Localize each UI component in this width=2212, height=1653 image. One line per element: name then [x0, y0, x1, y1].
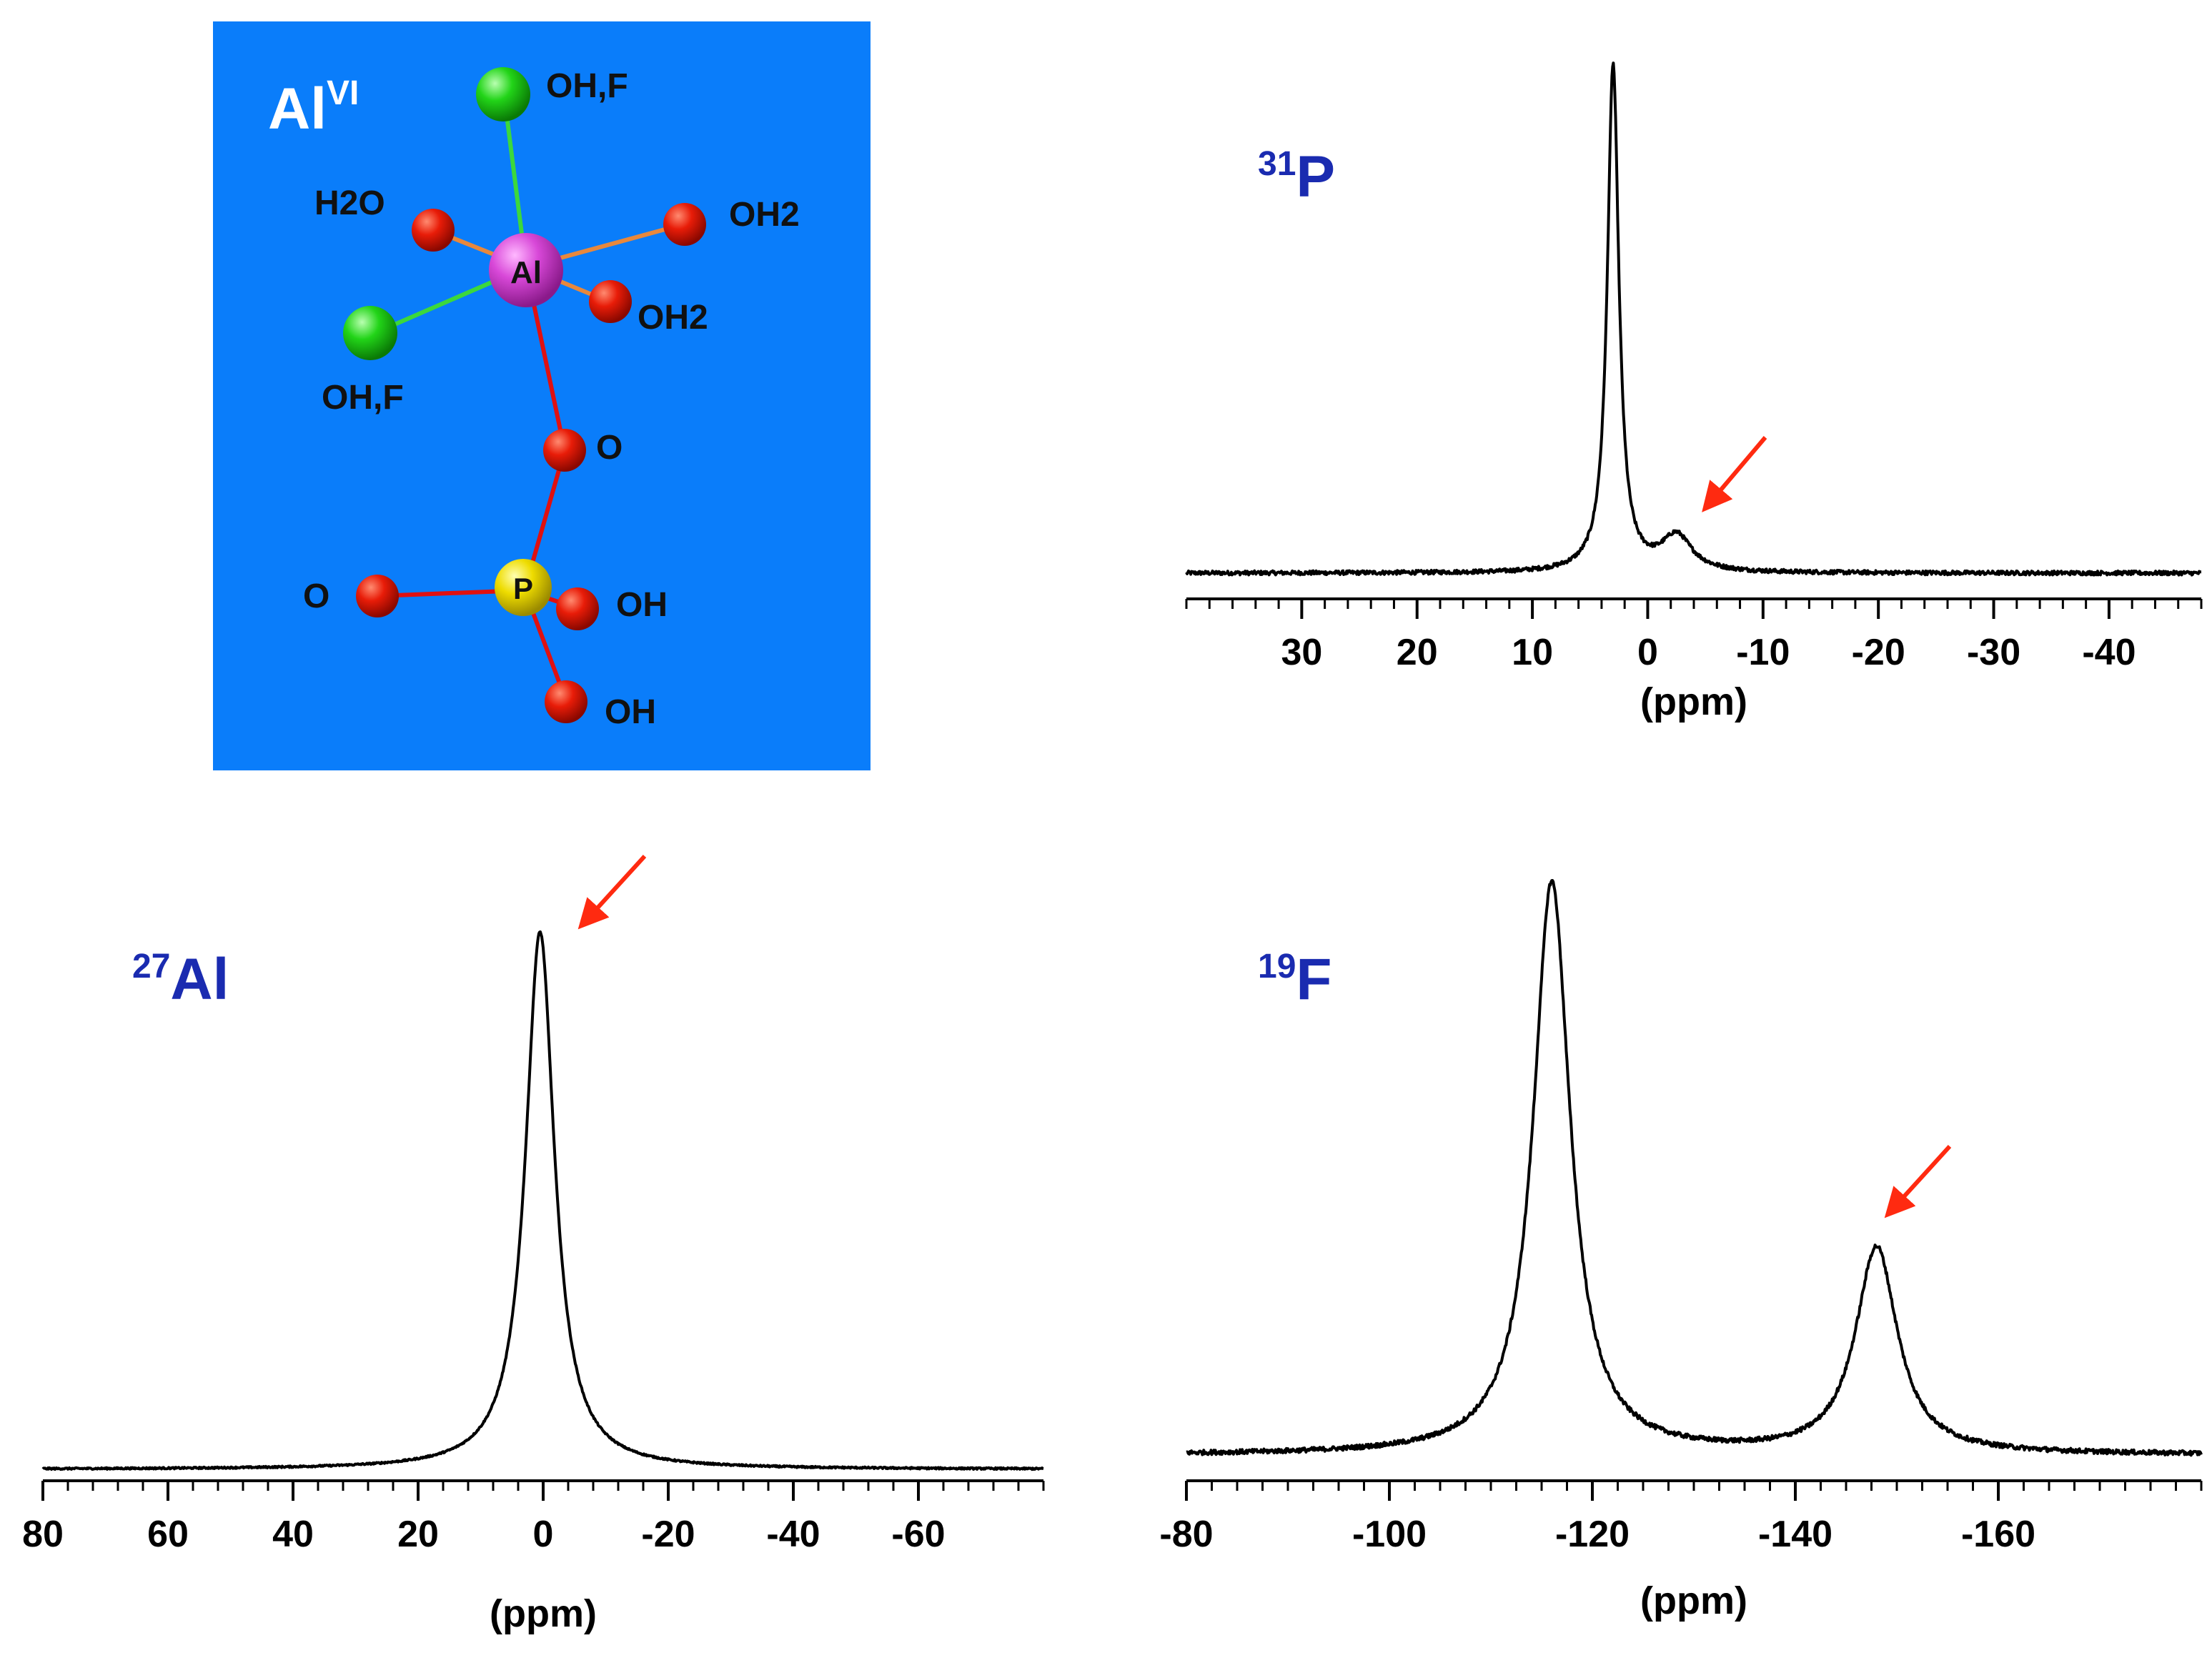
x-axis-label: (ppm) — [1640, 680, 1747, 723]
halogen-atom-left — [343, 306, 397, 360]
chart-27al-spectrum: 80 60 40 20 0 -20 -40 -60 (ppm) 27Al — [22, 854, 1045, 1635]
x-tick-label: -160 — [1961, 1514, 2035, 1555]
x-tick-label: 60 — [147, 1514, 189, 1555]
oxygen-atom-p-right — [556, 587, 599, 630]
spectrum-line — [1185, 61, 2202, 577]
spectrum-line — [41, 930, 1044, 1471]
atoms — [343, 67, 706, 723]
nucleus-title: 19F — [1258, 947, 1331, 1012]
aluminum-atom — [489, 233, 563, 307]
oxygen-atom-p-bottom — [545, 680, 587, 723]
halogen-atom-top — [476, 67, 530, 121]
annotation-arrow — [1884, 1144, 1952, 1218]
x-tick-label: -140 — [1758, 1514, 1832, 1555]
x-tick-label: -40 — [766, 1514, 820, 1555]
x-tick-label: 40 — [272, 1514, 314, 1555]
phosphorus-atom — [495, 559, 552, 616]
x-tick-label: -30 — [1967, 632, 2020, 673]
oxygen-atom-oh2-right — [663, 203, 706, 246]
aluminum-label: Al — [510, 255, 542, 290]
x-axis-label: (ppm) — [490, 1592, 597, 1635]
annotation-arrow — [577, 854, 647, 930]
molecule-panel: AlVI Al P OH,F H2O OH2 OH2 OH,F O O OH O… — [213, 21, 871, 770]
label-oh2-lower: OH2 — [638, 299, 708, 337]
phosphorus-label: P — [513, 572, 533, 605]
oxygen-atom-oh2-lower — [589, 280, 632, 323]
annotation-arrow — [1702, 436, 1767, 512]
x-tick-label: -100 — [1352, 1514, 1427, 1555]
label-oh-f-top: OH,F — [546, 67, 628, 105]
oxygen-atom-bridge — [543, 429, 586, 472]
label-o-bridge: O — [596, 429, 623, 467]
molecule-background — [213, 21, 871, 770]
x-tick-label: -20 — [1852, 632, 1905, 673]
chart-19f-spectrum: -80 -100 -120 -140 -160 (ppm) 19F — [1159, 879, 2203, 1622]
x-tick-label: 30 — [1281, 632, 1322, 673]
label-h2o: H2O — [314, 184, 385, 222]
label-oh-bottom: OH — [605, 693, 656, 731]
label-oh-f-left: OH,F — [322, 379, 404, 417]
label-oh-right: OH — [616, 586, 668, 624]
x-tick-label: 80 — [22, 1514, 64, 1555]
x-tick-label: 20 — [397, 1514, 439, 1555]
x-tick-label: -20 — [641, 1514, 695, 1555]
x-tick-label: -80 — [1159, 1514, 1213, 1555]
label-o-left: O — [303, 577, 329, 615]
nucleus-title: 31P — [1258, 144, 1335, 209]
x-tick-label: 20 — [1397, 632, 1438, 673]
x-tick-label: -120 — [1555, 1514, 1630, 1555]
x-axis-label: (ppm) — [1640, 1579, 1747, 1622]
label-oh2-right: OH2 — [729, 196, 800, 234]
x-tick-label: 10 — [1512, 632, 1553, 673]
molecule-title: AlVI — [268, 74, 359, 142]
x-tick-label: -40 — [2082, 632, 2136, 673]
oxygen-atom-h2o — [412, 209, 455, 252]
chart-31p-spectrum: 30 20 10 0 -10 -20 -30 -40 (ppm) 31P — [1185, 61, 2203, 723]
x-tick-label: -10 — [1736, 632, 1790, 673]
oxygen-atom-p-left — [356, 575, 399, 617]
spectrum-line — [1186, 879, 2203, 1457]
x-tick-label: 0 — [1637, 632, 1658, 673]
nucleus-title: 27Al — [132, 947, 229, 1012]
x-tick-label: 0 — [533, 1514, 554, 1555]
x-tick-label: -60 — [891, 1514, 945, 1555]
